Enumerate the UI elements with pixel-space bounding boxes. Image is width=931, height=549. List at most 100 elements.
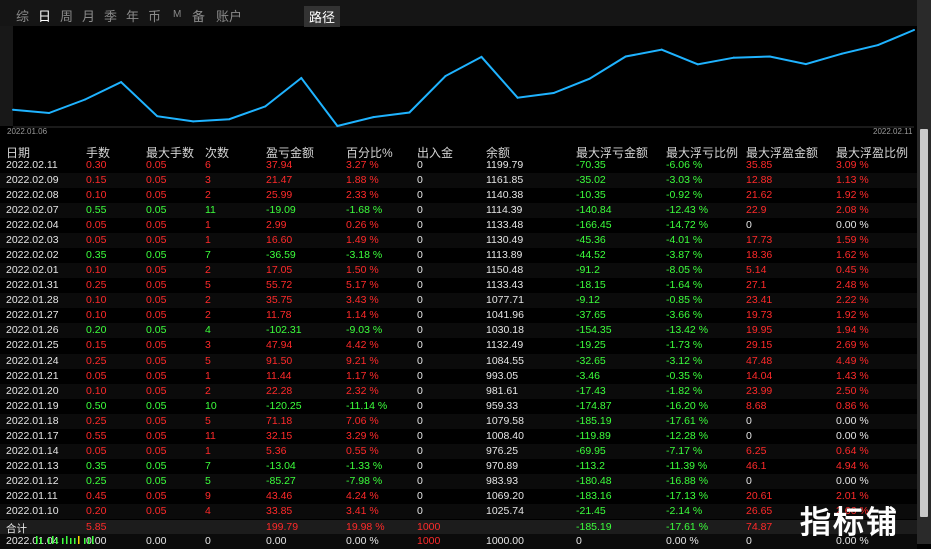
mini-bar <box>88 538 90 544</box>
table-cell: 0 <box>417 219 423 232</box>
table-row[interactable]: 2022.01.12 0.25 0.05 5 -85.27 -7.98 % 0 983.93 -… <box>0 473 917 489</box>
column-header[interactable]: 最大浮亏金额 <box>576 146 649 160</box>
table-cell: 9 <box>205 489 211 502</box>
table-cell: 14.04 <box>746 369 773 382</box>
tab-7[interactable]: M <box>173 9 182 20</box>
table-cell: 11 <box>205 204 216 217</box>
column-header[interactable]: 余额 <box>486 146 511 160</box>
tab-6[interactable]: 币 <box>148 9 162 24</box>
table-cell: 1150.48 <box>486 264 524 277</box>
table-row[interactable]: 2022.01.26 0.20 0.05 4 -102.31 -9.03 % 0 1030.1… <box>0 323 917 339</box>
table-cell: -17.13 % <box>666 489 709 502</box>
tab-5[interactable]: 年 <box>126 9 140 24</box>
table-cell: 0.10 <box>86 384 107 397</box>
table-cell: 0.05 <box>146 459 167 472</box>
column-header[interactable]: 百分比% <box>346 146 393 160</box>
table-cell: -13.04 <box>266 459 296 472</box>
equity-point <box>48 112 51 115</box>
tab-9[interactable]: 账户 <box>216 9 243 24</box>
table-row[interactable]: 2022.01.24 0.25 0.05 5 91.50 9.21 % 0 1084.55 -3… <box>0 353 917 369</box>
equity-point <box>840 52 843 55</box>
table-cell: -102.31 <box>266 324 302 337</box>
equity-point <box>588 77 591 80</box>
table-cell: 0 <box>417 384 423 397</box>
table-cell: 3.09 % <box>836 159 869 171</box>
table-cell: 0 <box>417 324 423 337</box>
table-cell: 7 <box>205 459 211 472</box>
table-row[interactable]: 2022.02.08 0.10 0.05 2 25.99 2.33 % 0 1140.38 -1… <box>0 188 917 203</box>
table-cell: -10.35 <box>576 189 606 202</box>
table-cell: -11.39 % <box>666 459 708 472</box>
table-cell: 2022.02.04 <box>6 219 59 232</box>
table-row[interactable]: 2022.01.14 0.05 0.05 1 5.36 0.55 % 0 976.25 -69.… <box>0 443 917 459</box>
equity-curve-chart <box>12 29 915 128</box>
table-row[interactable]: 2022.02.02 0.35 0.05 7 -36.59 -3.18 % 0 1113.89… <box>0 248 917 263</box>
table-cell: 1 <box>205 219 211 232</box>
table-row[interactable]: 2022.01.27 0.10 0.05 2 11.78 1.14 % 0 1041.96 -3… <box>0 308 917 323</box>
table-cell: 0.10 <box>86 309 107 322</box>
column-header[interactable]: 最大浮亏比例 <box>666 146 739 160</box>
table-cell: 2.08 % <box>836 204 869 217</box>
table-cell: 0 <box>417 474 423 487</box>
table-cell: -4.01 % <box>666 234 703 247</box>
table-cell: -36.59 <box>266 249 296 262</box>
column-header[interactable]: 最大浮盈金额 <box>746 146 819 160</box>
tab-8[interactable]: 备 <box>192 9 206 24</box>
table-cell: 5.36 <box>266 444 287 457</box>
table-cell: 2022.01.20 <box>6 384 59 397</box>
tab-2[interactable]: 周 <box>60 9 74 24</box>
tab-0[interactable]: 综 <box>16 9 30 24</box>
table-cell: 0.05 <box>146 429 167 442</box>
column-header[interactable]: 出入金 <box>417 146 454 160</box>
table-row[interactable]: 2022.01.18 0.25 0.05 5 71.18 7.06 % 0 1079.58 -1… <box>0 413 917 429</box>
column-header[interactable]: 手数 <box>86 146 111 160</box>
tab-10[interactable]: 路径 <box>304 6 341 27</box>
table-cell: -16.20 % <box>666 399 709 412</box>
table-cell: 4 <box>205 504 211 517</box>
table-cell: 0 <box>576 535 582 547</box>
column-header[interactable]: 最大浮盈比例 <box>836 146 909 160</box>
table-row[interactable]: 2022.02.11 0.30 0.05 6 37.94 3.27 % 0 1199.79 -7… <box>0 158 917 173</box>
table-row[interactable]: 2022.01.20 0.10 0.05 2 22.28 2.32 % 0 981.61 -17… <box>0 383 917 399</box>
table-cell: 2 <box>205 309 211 322</box>
table-cell: 1.13 % <box>836 174 869 187</box>
scrollbar-thumb[interactable] <box>920 129 928 517</box>
column-header[interactable]: 盈亏金额 <box>266 146 315 160</box>
mini-bar <box>62 538 64 544</box>
table-row[interactable]: 2022.01.13 0.35 0.05 7 -13.04 -1.33 % 0 970.89 -… <box>0 459 917 474</box>
table-row[interactable]: 2022.01.28 0.10 0.05 2 35.75 3.43 % 0 1077.71 -9… <box>0 293 917 309</box>
table-cell: 0.30 <box>86 159 107 171</box>
table-row[interactable]: 2022.01.25 0.15 0.05 3 47.94 4.42 % 0 1132.49 -1… <box>0 338 917 353</box>
mini-bar <box>66 536 68 544</box>
table-cell: 21.47 <box>266 174 293 187</box>
table-row[interactable]: 2022.01.10 0.20 0.05 4 33.85 3.41 % 0 1025.74 -2… <box>0 503 917 519</box>
table-row[interactable]: 2022.02.03 0.05 0.05 1 16.60 1.49 % 0 1130.49 -4… <box>0 233 917 249</box>
table-cell: 2022.02.08 <box>6 189 59 202</box>
table-row[interactable]: 2022.01.21 0.05 0.05 1 11.44 1.17 % 0 993.05 -3.… <box>0 369 917 384</box>
tab-4[interactable]: 季 <box>104 9 118 24</box>
tab-3[interactable]: 月 <box>82 9 96 24</box>
table-row[interactable]: 2022.01.19 0.50 0.05 10 -120.25 -11.14 % 0 959.… <box>0 399 917 414</box>
table-cell: 1.88 % <box>346 174 379 187</box>
table-cell: 0.10 <box>86 264 107 277</box>
tab-1[interactable]: 日 <box>38 9 52 24</box>
table-cell: -3.12 % <box>666 354 703 367</box>
table-row[interactable]: 2022.01.31 0.25 0.05 5 55.72 5.17 % 0 1133.43 -1… <box>0 278 917 293</box>
table-row[interactable]: 2022.02.07 0.55 0.05 11 -19.09 -1.68 % 0 1114.3… <box>0 203 917 219</box>
column-header[interactable]: 最大手数 <box>146 146 195 160</box>
table-cell: 0 <box>417 354 423 367</box>
table-cell: 1130.49 <box>486 234 524 247</box>
table-row[interactable]: 2022.02.01 0.10 0.05 2 17.05 1.50 % 0 1150.48 -9… <box>0 263 917 279</box>
table-cell: 1 <box>205 444 211 457</box>
column-header[interactable]: 次数 <box>205 146 230 160</box>
table-cell: -9.03 % <box>346 324 383 337</box>
table-row[interactable]: 2022.01.11 0.45 0.05 9 43.46 4.24 % 0 1069.20 -1… <box>0 489 917 504</box>
table-cell: 0.64 % <box>836 444 869 457</box>
table-cell: 0.00 % <box>346 535 379 547</box>
equity-point <box>444 75 447 78</box>
table-cell: 0 <box>417 264 423 277</box>
column-header[interactable]: 日期 <box>6 146 31 160</box>
table-row[interactable]: 2022.01.17 0.55 0.05 11 32.15 3.29 % 0 1008.40 -… <box>0 429 917 444</box>
table-row[interactable]: 2022.02.04 0.05 0.05 1 2.99 0.26 % 0 1133.48 -16… <box>0 218 917 233</box>
table-row[interactable]: 2022.02.09 0.15 0.05 3 21.47 1.88 % 0 1161.85 -3… <box>0 173 917 189</box>
